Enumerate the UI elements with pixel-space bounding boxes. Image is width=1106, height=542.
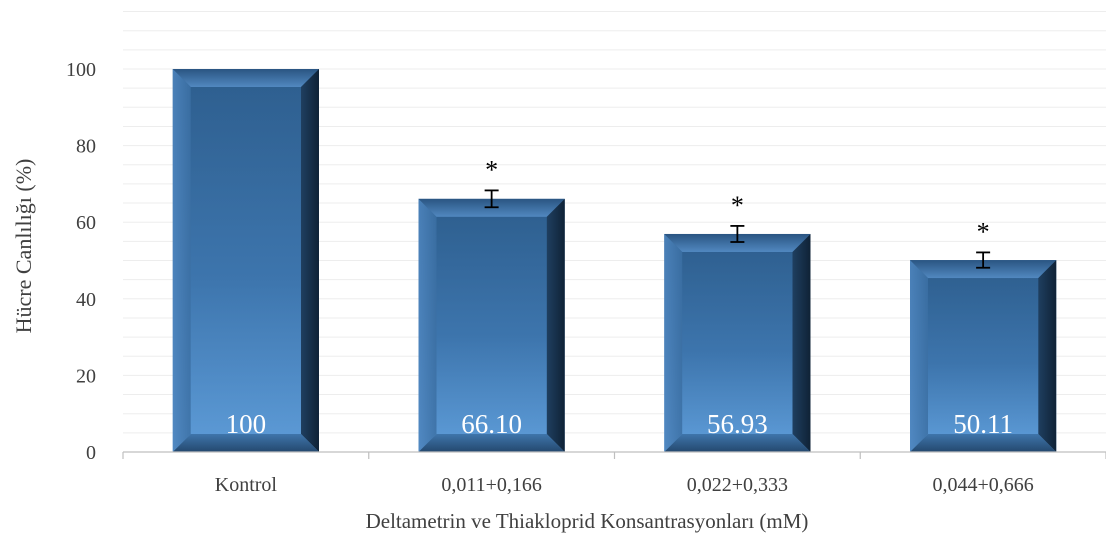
bar-4: 50.11 * — [910, 217, 1057, 452]
bars: 100 66.10 * 56.93 * 50.11 * — [172, 69, 1057, 452]
bar-bevel-bottom — [172, 434, 319, 452]
bar-3: 56.93 * — [664, 191, 811, 452]
bar-bevel-right — [546, 198, 565, 452]
axes: 0 20 40 60 80 100 Kontrol 0,011+0,166 0,022+0,33… — [66, 59, 1106, 496]
bar-bevel-left — [172, 69, 191, 452]
x-axis-title: Deltametrin ve Thiakloprid Konsantrasyon… — [366, 509, 809, 533]
bar-2: 66.10 * — [418, 155, 565, 452]
bar-1: 100 — [172, 69, 319, 452]
x-tick-label: Kontrol — [215, 474, 278, 496]
bar-bevel-left — [418, 198, 437, 452]
bar-bevel-top — [910, 260, 1057, 279]
bar-face — [928, 278, 1039, 434]
bar-bevel-top — [172, 69, 319, 87]
bar-bevel-bottom — [418, 434, 565, 452]
bar-bevel-left — [664, 233, 683, 452]
significance-marker: * — [485, 155, 498, 184]
bar-value-label: 66.10 — [461, 409, 522, 439]
bar-value-label: 50.11 — [953, 409, 1013, 439]
y-tick-label: 0 — [86, 442, 96, 464]
bar-face — [190, 87, 301, 434]
significance-marker: * — [731, 191, 744, 220]
bar-bevel-bottom — [664, 434, 811, 452]
bar-face — [436, 216, 547, 434]
bar-bevel-bottom — [910, 434, 1057, 452]
x-tick-label: 0,022+0,333 — [687, 474, 788, 496]
bar-bevel-top — [664, 233, 811, 252]
bar-bevel-right — [300, 69, 319, 452]
bar-value-label: 100 — [226, 409, 267, 439]
significance-marker: * — [977, 217, 990, 246]
bar-bevel-right — [1038, 260, 1057, 452]
x-tick-label: 0,011+0,166 — [441, 474, 542, 496]
y-tick-label: 20 — [76, 365, 96, 387]
bar-bevel-left — [910, 260, 929, 452]
y-tick-label: 100 — [66, 59, 96, 81]
y-axis-title: Hücre Canlılığı (%) — [11, 159, 36, 334]
y-tick-label: 80 — [76, 136, 96, 158]
bar-face — [682, 251, 793, 434]
bar-value-label: 56.93 — [707, 409, 768, 439]
y-tick-label: 40 — [76, 289, 96, 311]
bar-bevel-right — [792, 233, 811, 452]
y-tick-label: 60 — [76, 212, 96, 234]
x-tick-label: 0,044+0,666 — [932, 474, 1033, 496]
